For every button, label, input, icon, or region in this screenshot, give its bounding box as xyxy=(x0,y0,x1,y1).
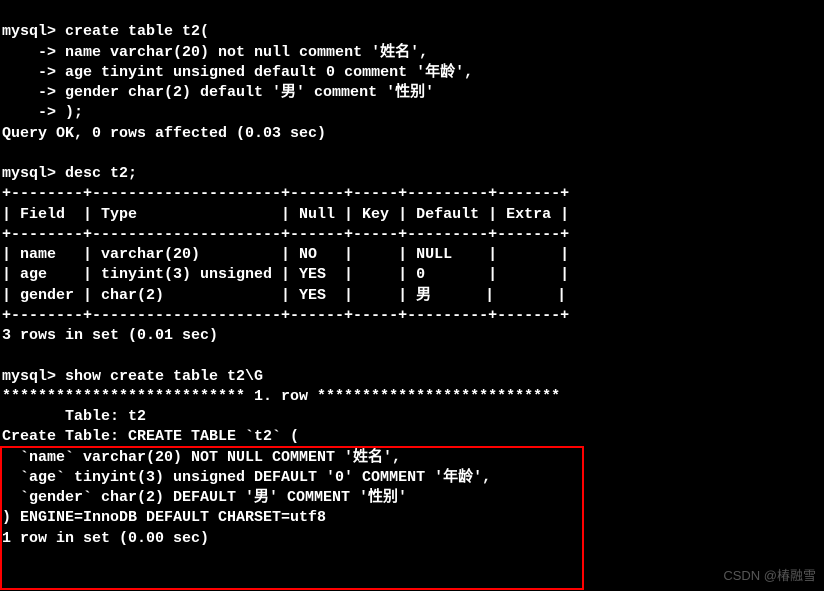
output-line: 1 row in set (0.00 sec) xyxy=(2,530,209,547)
output-line: Create Table: CREATE TABLE `t2` ( xyxy=(2,428,299,445)
sql-line: name varchar(20) not null comment '姓名', xyxy=(56,44,428,61)
row-separator: *************************** 1. row *****… xyxy=(2,388,560,405)
sql-line: desc t2; xyxy=(56,165,137,182)
cont-prompt: -> xyxy=(2,84,56,101)
sql-line: show create table t2\G xyxy=(56,368,263,385)
output-line: ) ENGINE=InnoDB DEFAULT CHARSET=utf8 xyxy=(2,509,326,526)
watermark: CSDN @椿融雪 xyxy=(723,567,816,585)
table-border: +--------+---------------------+------+-… xyxy=(2,307,569,324)
table-border: +--------+---------------------+------+-… xyxy=(2,226,569,243)
terminal-output: mysql> create table t2( -> name varchar(… xyxy=(0,0,824,551)
cont-prompt: -> xyxy=(2,104,56,121)
table-row: | gender | char(2) | YES | | 男 | | xyxy=(2,287,566,304)
sql-line: age tinyint unsigned default 0 comment '… xyxy=(56,64,473,81)
cont-prompt: -> xyxy=(2,64,56,81)
output-line: `age` tinyint(3) unsigned DEFAULT '0' CO… xyxy=(2,469,491,486)
cont-prompt: -> xyxy=(2,44,56,61)
query-result: Query OK, 0 rows affected (0.03 sec) xyxy=(2,125,326,142)
query-result: 3 rows in set (0.01 sec) xyxy=(2,327,218,344)
output-line: `gender` char(2) DEFAULT '男' COMMENT '性别… xyxy=(2,489,407,506)
output-line: Table: t2 xyxy=(2,408,146,425)
output-line: `name` varchar(20) NOT NULL COMMENT '姓名'… xyxy=(2,449,401,466)
sql-line: create table t2( xyxy=(56,23,209,40)
table-border: +--------+---------------------+------+-… xyxy=(2,185,569,202)
table-row: | name | varchar(20) | NO | | NULL | | xyxy=(2,246,569,263)
table-header: | Field | Type | Null | Key | Default | … xyxy=(2,206,569,223)
sql-line: gender char(2) default '男' comment '性别' xyxy=(56,84,434,101)
table-row: | age | tinyint(3) unsigned | YES | | 0 … xyxy=(2,266,569,283)
prompt: mysql> xyxy=(2,368,56,385)
prompt: mysql> xyxy=(2,165,56,182)
sql-line: ); xyxy=(56,104,83,121)
prompt: mysql> xyxy=(2,23,56,40)
